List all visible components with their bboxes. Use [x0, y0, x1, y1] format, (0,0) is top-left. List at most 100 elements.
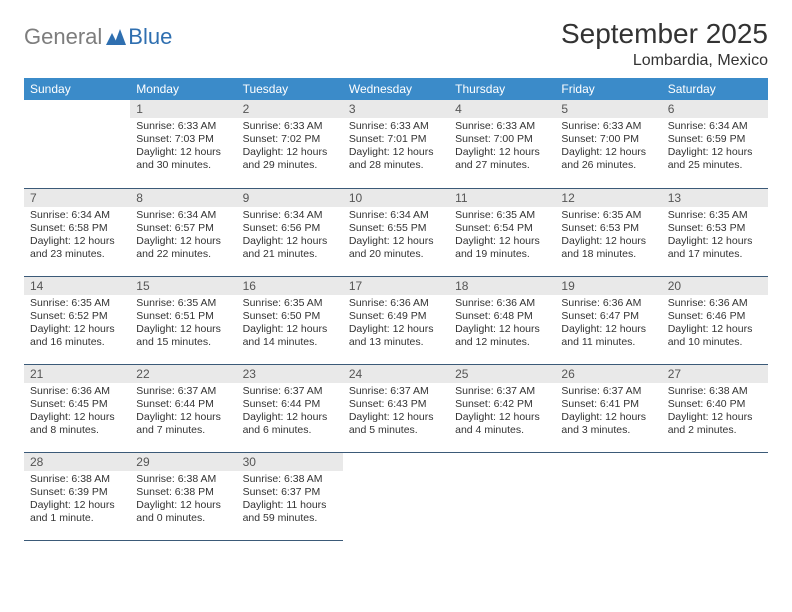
day-header: Wednesday [343, 78, 449, 100]
detail-line: and 8 minutes. [30, 424, 124, 437]
day-cell [24, 100, 130, 188]
detail-line: Sunset: 6:55 PM [349, 222, 443, 235]
day-number: 23 [237, 365, 343, 383]
day-details: Sunrise: 6:38 AMSunset: 6:38 PMDaylight:… [130, 471, 236, 530]
day-cell: 17Sunrise: 6:36 AMSunset: 6:49 PMDayligh… [343, 276, 449, 364]
detail-line: and 6 minutes. [243, 424, 337, 437]
detail-line: Daylight: 12 hours [243, 146, 337, 159]
brand-logo: General Blue [24, 18, 172, 50]
detail-line: Sunrise: 6:35 AM [668, 209, 762, 222]
detail-line: Sunset: 6:51 PM [136, 310, 230, 323]
day-number: 13 [662, 189, 768, 207]
detail-line: Sunset: 7:03 PM [136, 133, 230, 146]
day-header: Saturday [662, 78, 768, 100]
day-details: Sunrise: 6:35 AMSunset: 6:51 PMDaylight:… [130, 295, 236, 354]
day-cell [555, 452, 661, 540]
day-number: 30 [237, 453, 343, 471]
detail-line: Daylight: 12 hours [30, 235, 124, 248]
day-details: Sunrise: 6:37 AMSunset: 6:43 PMDaylight:… [343, 383, 449, 442]
day-details: Sunrise: 6:34 AMSunset: 6:56 PMDaylight:… [237, 207, 343, 266]
detail-line: Sunrise: 6:37 AM [455, 385, 549, 398]
detail-line: Daylight: 12 hours [136, 323, 230, 336]
day-details: Sunrise: 6:36 AMSunset: 6:46 PMDaylight:… [662, 295, 768, 354]
detail-line: Sunrise: 6:36 AM [349, 297, 443, 310]
detail-line: Sunrise: 6:33 AM [136, 120, 230, 133]
detail-line: Daylight: 12 hours [349, 323, 443, 336]
detail-line: Daylight: 12 hours [668, 235, 762, 248]
detail-line: Sunrise: 6:35 AM [455, 209, 549, 222]
detail-line: and 16 minutes. [30, 336, 124, 349]
detail-line: Sunrise: 6:36 AM [668, 297, 762, 310]
detail-line: Sunrise: 6:33 AM [349, 120, 443, 133]
day-cell: 29Sunrise: 6:38 AMSunset: 6:38 PMDayligh… [130, 452, 236, 540]
day-details: Sunrise: 6:33 AMSunset: 7:00 PMDaylight:… [555, 118, 661, 177]
detail-line: Sunrise: 6:37 AM [243, 385, 337, 398]
day-details: Sunrise: 6:34 AMSunset: 6:59 PMDaylight:… [662, 118, 768, 177]
day-details: Sunrise: 6:35 AMSunset: 6:52 PMDaylight:… [24, 295, 130, 354]
detail-line: Sunrise: 6:37 AM [136, 385, 230, 398]
detail-line: Daylight: 12 hours [561, 323, 655, 336]
detail-line: Sunset: 6:48 PM [455, 310, 549, 323]
detail-line: Daylight: 12 hours [561, 235, 655, 248]
day-number: 10 [343, 189, 449, 207]
detail-line: Sunset: 6:44 PM [243, 398, 337, 411]
day-details: Sunrise: 6:38 AMSunset: 6:39 PMDaylight:… [24, 471, 130, 530]
day-details: Sunrise: 6:33 AMSunset: 7:00 PMDaylight:… [449, 118, 555, 177]
day-cell: 26Sunrise: 6:37 AMSunset: 6:41 PMDayligh… [555, 364, 661, 452]
day-cell: 6Sunrise: 6:34 AMSunset: 6:59 PMDaylight… [662, 100, 768, 188]
detail-line: Daylight: 12 hours [243, 323, 337, 336]
day-cell: 21Sunrise: 6:36 AMSunset: 6:45 PMDayligh… [24, 364, 130, 452]
day-header: Tuesday [237, 78, 343, 100]
detail-line: Sunset: 6:43 PM [349, 398, 443, 411]
day-cell: 20Sunrise: 6:36 AMSunset: 6:46 PMDayligh… [662, 276, 768, 364]
detail-line: Sunrise: 6:33 AM [561, 120, 655, 133]
day-details: Sunrise: 6:37 AMSunset: 6:44 PMDaylight:… [237, 383, 343, 442]
calendar-table: Sunday Monday Tuesday Wednesday Thursday… [24, 78, 768, 541]
day-details: Sunrise: 6:37 AMSunset: 6:44 PMDaylight:… [130, 383, 236, 442]
day-details: Sunrise: 6:36 AMSunset: 6:48 PMDaylight:… [449, 295, 555, 354]
detail-line: and 22 minutes. [136, 248, 230, 261]
location-label: Lombardia, Mexico [561, 52, 768, 70]
day-number: 12 [555, 189, 661, 207]
detail-line: and 0 minutes. [136, 512, 230, 525]
detail-line: Sunrise: 6:36 AM [561, 297, 655, 310]
day-details: Sunrise: 6:37 AMSunset: 6:41 PMDaylight:… [555, 383, 661, 442]
detail-line: and 4 minutes. [455, 424, 549, 437]
day-number: 15 [130, 277, 236, 295]
detail-line: Daylight: 12 hours [668, 411, 762, 424]
detail-line: Sunrise: 6:38 AM [136, 473, 230, 486]
day-number: 9 [237, 189, 343, 207]
day-cell: 25Sunrise: 6:37 AMSunset: 6:42 PMDayligh… [449, 364, 555, 452]
detail-line: Sunset: 6:59 PM [668, 133, 762, 146]
detail-line: and 27 minutes. [455, 159, 549, 172]
detail-line: Sunset: 6:37 PM [243, 486, 337, 499]
detail-line: Daylight: 12 hours [136, 499, 230, 512]
week-row: 28Sunrise: 6:38 AMSunset: 6:39 PMDayligh… [24, 452, 768, 540]
day-details: Sunrise: 6:36 AMSunset: 6:45 PMDaylight:… [24, 383, 130, 442]
detail-line: Sunrise: 6:35 AM [243, 297, 337, 310]
detail-line: Daylight: 12 hours [668, 323, 762, 336]
brand-text-blue: Blue [128, 24, 172, 50]
detail-line: and 21 minutes. [243, 248, 337, 261]
day-number: 8 [130, 189, 236, 207]
detail-line: Sunset: 7:02 PM [243, 133, 337, 146]
detail-line: Sunrise: 6:35 AM [30, 297, 124, 310]
detail-line: Sunrise: 6:34 AM [30, 209, 124, 222]
day-number: 24 [343, 365, 449, 383]
detail-line: Daylight: 12 hours [30, 323, 124, 336]
detail-line: and 14 minutes. [243, 336, 337, 349]
detail-line: Daylight: 11 hours [243, 499, 337, 512]
day-cell: 22Sunrise: 6:37 AMSunset: 6:44 PMDayligh… [130, 364, 236, 452]
week-row: 7Sunrise: 6:34 AMSunset: 6:58 PMDaylight… [24, 188, 768, 276]
detail-line: and 19 minutes. [455, 248, 549, 261]
detail-line: Sunset: 6:47 PM [561, 310, 655, 323]
detail-line: Daylight: 12 hours [349, 411, 443, 424]
day-number: 3 [343, 100, 449, 118]
day-cell: 4Sunrise: 6:33 AMSunset: 7:00 PMDaylight… [449, 100, 555, 188]
detail-line: Daylight: 12 hours [455, 146, 549, 159]
detail-line: Sunrise: 6:34 AM [243, 209, 337, 222]
calendar-head: Sunday Monday Tuesday Wednesday Thursday… [24, 78, 768, 100]
day-number: 17 [343, 277, 449, 295]
detail-line: Daylight: 12 hours [455, 235, 549, 248]
detail-line: Sunset: 6:41 PM [561, 398, 655, 411]
